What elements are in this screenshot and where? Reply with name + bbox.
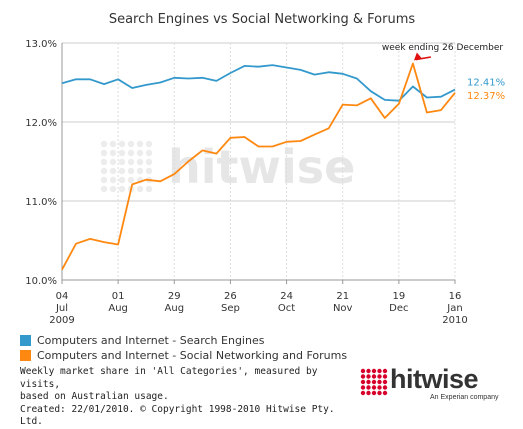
logo-dot xyxy=(377,379,382,385)
legend-item-social-networking: Computers and Internet - Social Networki… xyxy=(20,348,347,363)
chart-title: Search Engines vs Social Networking & Fo… xyxy=(109,12,416,27)
end-value-label: 12.37% xyxy=(467,91,505,102)
line-chart: Search Engines vs Social Networking & Fo… xyxy=(25,12,505,326)
x-tick-month: Aug xyxy=(108,303,128,314)
logo-dot xyxy=(366,385,371,390)
footer-note: Weekly market share in 'All Categories',… xyxy=(20,366,350,429)
logo-dot xyxy=(366,374,371,379)
x-tick-day: 04 xyxy=(56,291,69,302)
logo-dot xyxy=(371,390,377,396)
logo-dot xyxy=(371,379,377,385)
logo-dot xyxy=(366,379,371,385)
x-tick-label: 19 Dec xyxy=(389,291,408,314)
y-tick-label: 10.0% xyxy=(25,276,57,287)
annotation-text: week ending 26 December xyxy=(382,43,504,53)
series-lines xyxy=(61,62,456,271)
annotation-arrow-head xyxy=(413,52,422,61)
legend-swatch-social-networking xyxy=(20,350,31,361)
x-tick-month: Nov xyxy=(333,303,353,314)
watermark-dots-icon xyxy=(100,140,153,193)
footer-line-1: Weekly market share in 'All Categories',… xyxy=(20,366,318,390)
x-tick-label: 16 Jan 2010 xyxy=(442,291,467,326)
watermark-text: hitwise xyxy=(168,140,355,194)
legend-label-social-networking: Computers and Internet - Social Networki… xyxy=(37,349,348,362)
x-tick-month: Jul xyxy=(55,303,68,314)
logo-dot xyxy=(371,374,377,379)
y-tick-label: 11.0% xyxy=(25,197,57,208)
logo-dot xyxy=(366,390,371,396)
logo-dot xyxy=(360,368,366,374)
logo-dot xyxy=(366,368,371,374)
x-tick-label: 04 Jul 2009 xyxy=(49,291,74,326)
x-tick-year: 2010 xyxy=(442,315,467,326)
value-labels: 12.41% 12.37% xyxy=(467,78,505,102)
logo-dot xyxy=(377,385,382,390)
x-tick-label: 29 Aug xyxy=(165,291,185,314)
x-tick-day: 26 xyxy=(224,291,237,302)
logo-dot xyxy=(360,390,366,396)
logo-dot xyxy=(360,379,366,385)
legend-swatch-search-engines xyxy=(20,335,31,346)
footer-line-2: based on Australian usage. xyxy=(20,391,169,402)
logo-dots-icon xyxy=(360,368,388,396)
legend-item-search-engines: Computers and Internet - Search Engines xyxy=(20,333,347,348)
logo-dot xyxy=(360,385,366,390)
x-tick-day: 16 xyxy=(449,291,462,302)
annotation: week ending 26 December xyxy=(382,43,504,61)
logo-dot xyxy=(371,385,377,390)
x-tick-label: 26 Sep xyxy=(221,291,240,314)
x-tick-day: 21 xyxy=(336,291,349,302)
series-line-1 xyxy=(61,62,456,271)
footer-line-3: Created: 22/01/2010. © Copyright 1998-20… xyxy=(20,403,335,428)
logo-dot xyxy=(382,379,388,385)
x-tick-label: 21 Nov xyxy=(333,291,353,314)
x-tick-month: Aug xyxy=(165,303,185,314)
x-tick-label: 01 Aug xyxy=(108,291,128,314)
logo-dot xyxy=(377,374,382,379)
logo-dot xyxy=(377,368,382,374)
logo-dot xyxy=(382,390,388,396)
y-tick-label: 12.0% xyxy=(25,118,57,129)
x-tick-month: Jan xyxy=(446,303,462,314)
logo-tagline: An Experian company xyxy=(430,394,499,401)
x-tick-day: 29 xyxy=(168,291,181,302)
x-tick-day: 19 xyxy=(392,291,405,302)
logo-name: hitwise xyxy=(390,364,479,394)
logo-dot xyxy=(382,368,388,374)
hitwise-logo: hitwise An Experian company xyxy=(360,364,510,404)
logo-dot xyxy=(382,385,388,390)
x-tick-day: 01 xyxy=(112,291,125,302)
logo-dot xyxy=(360,374,366,379)
x-tick-year: 2009 xyxy=(49,315,74,326)
logo-dot xyxy=(371,368,377,374)
logo-dot xyxy=(382,374,388,379)
x-tick-month: Sep xyxy=(221,303,240,314)
hitwise-watermark: hitwise xyxy=(100,140,355,194)
end-value-label: 12.41% xyxy=(467,78,505,89)
series-line-0 xyxy=(61,64,456,102)
x-tick-label: 24 Oct xyxy=(278,291,295,314)
logo-dot xyxy=(377,390,382,396)
x-tick-month: Dec xyxy=(389,303,408,314)
x-tick-day: 24 xyxy=(280,291,293,302)
legend: Computers and Internet - Search Engines … xyxy=(20,333,347,363)
x-tick-month: Oct xyxy=(278,303,295,314)
y-tick-label: 13.0% xyxy=(25,39,57,50)
legend-label-search-engines: Computers and Internet - Search Engines xyxy=(37,334,265,347)
